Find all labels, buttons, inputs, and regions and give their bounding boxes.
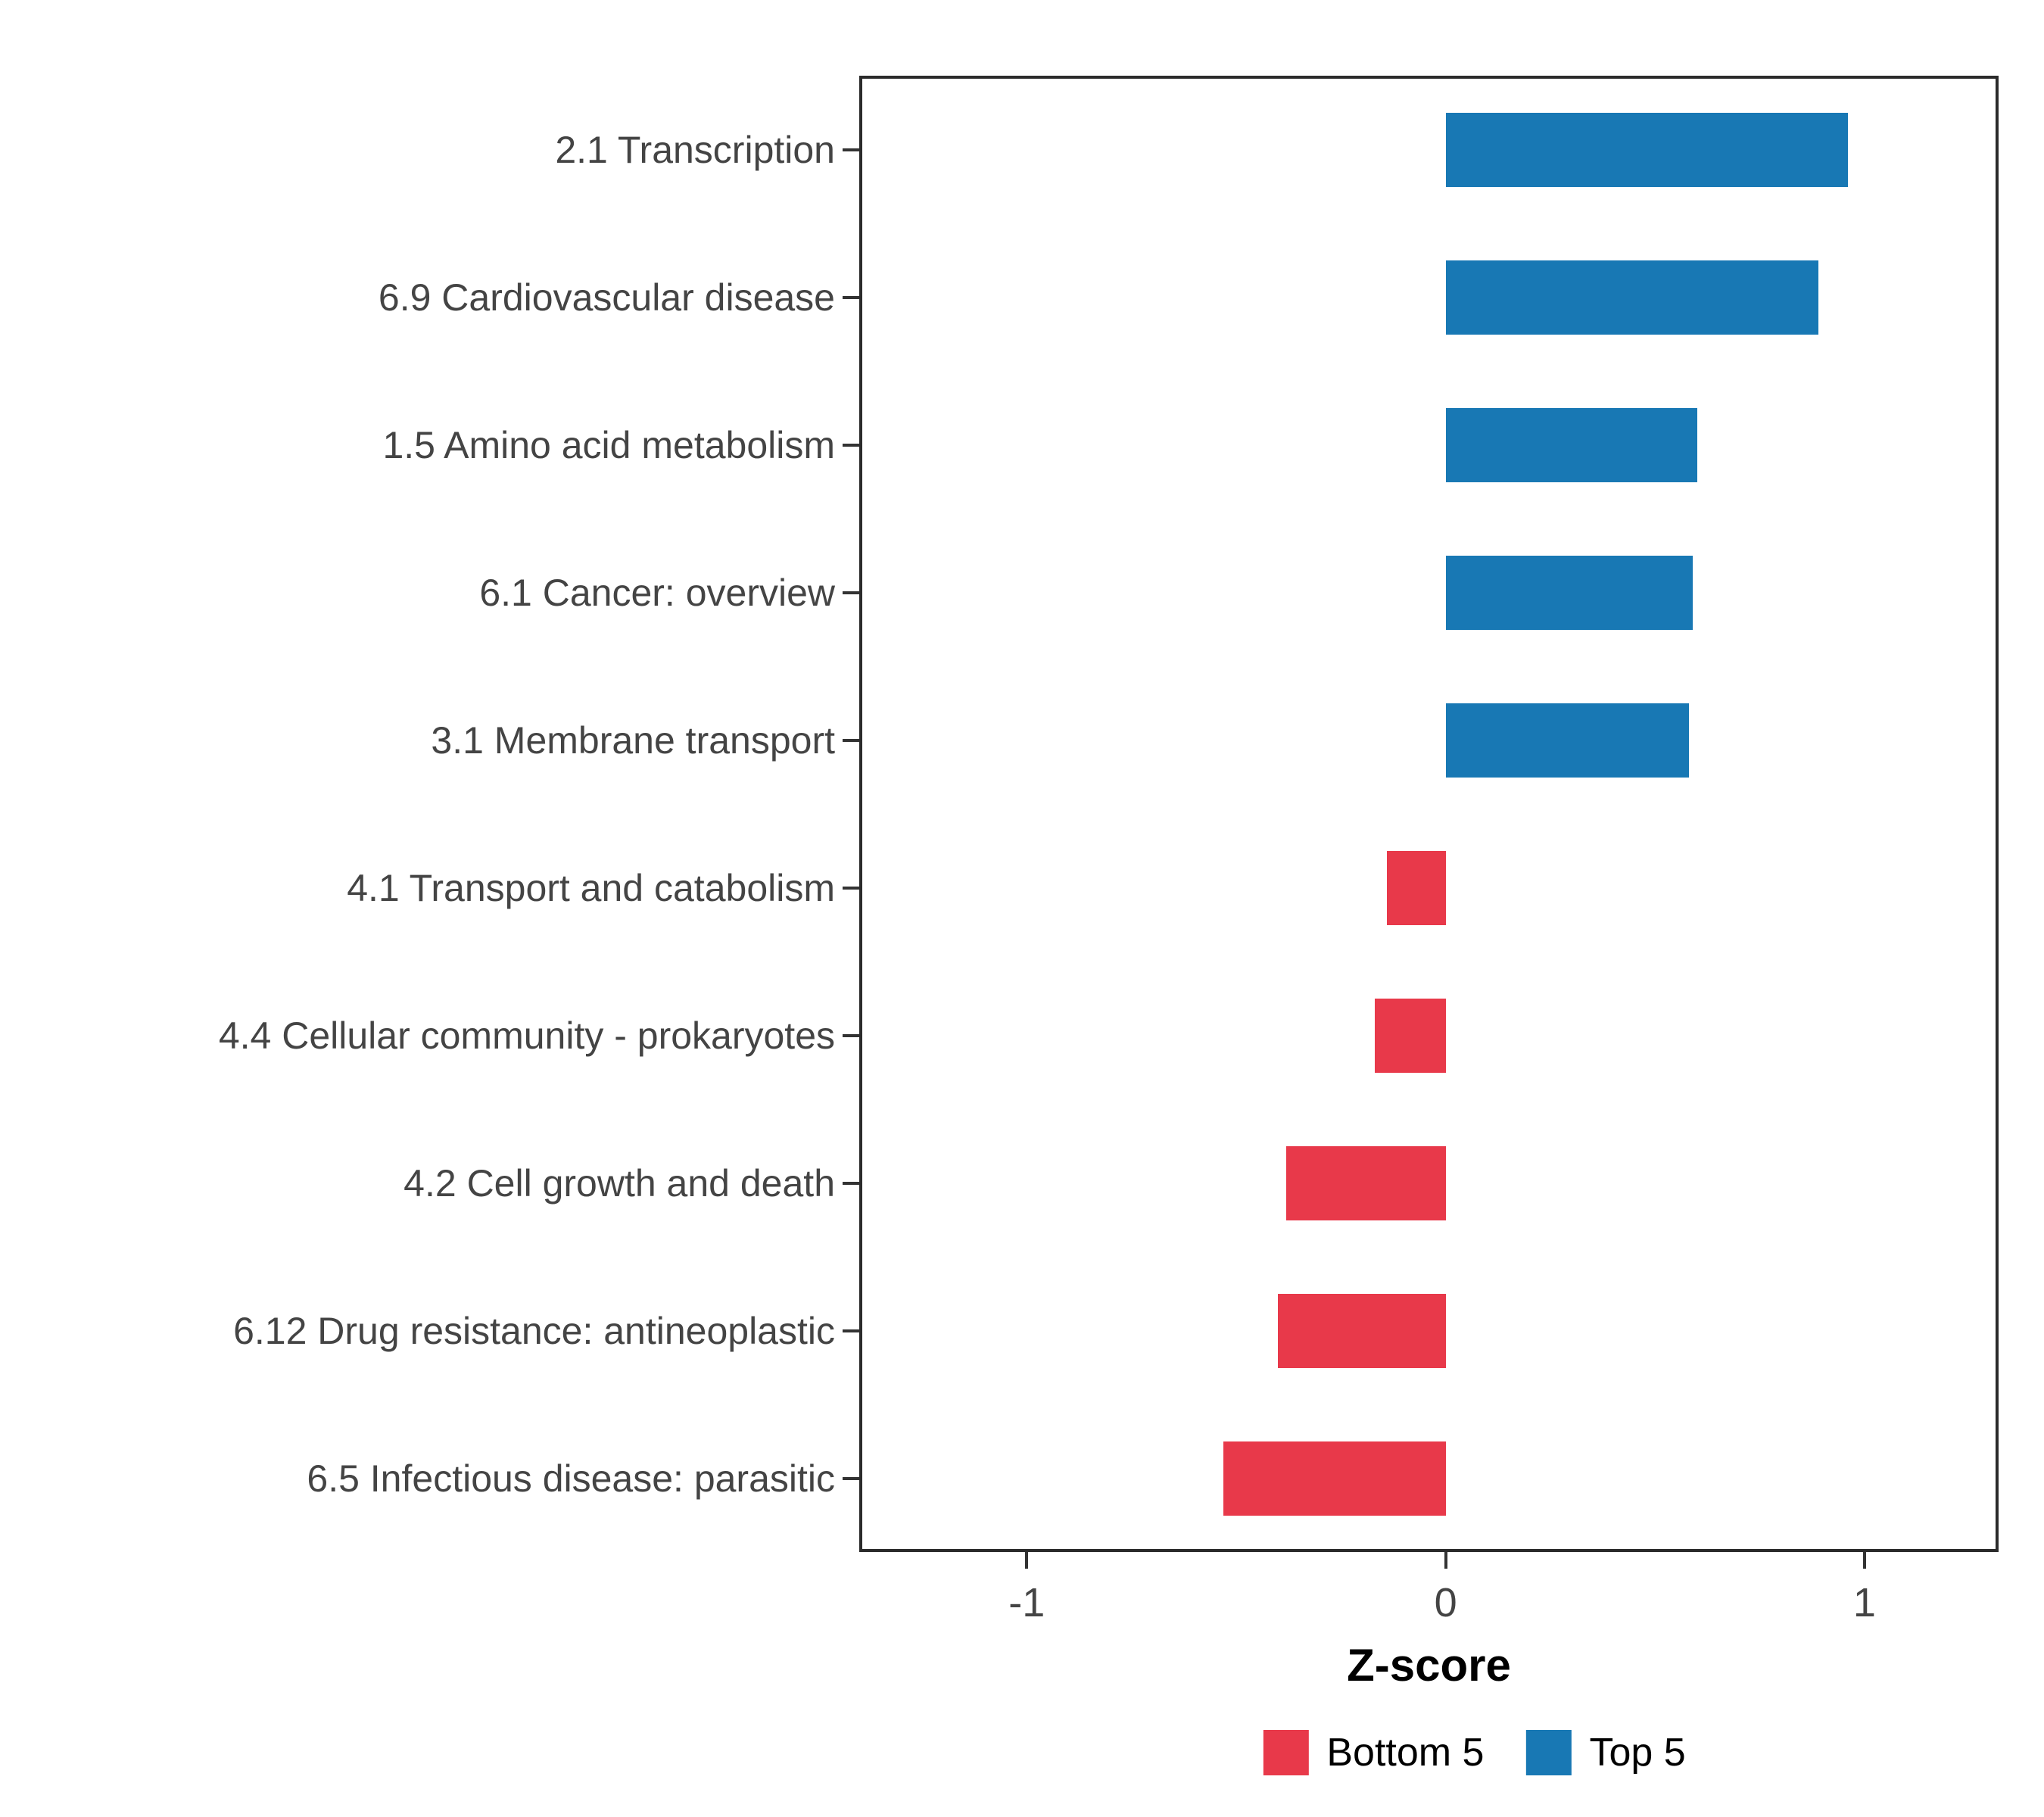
y-tick-8	[843, 1181, 859, 1185]
y-tick-9	[843, 1329, 859, 1332]
y-axis-label-6: 4.1 Transport and catabolism	[347, 866, 835, 909]
y-tick-4	[843, 591, 859, 594]
legend-swatch-bottom5-icon	[1263, 1730, 1309, 1775]
y-tick-1	[843, 148, 859, 151]
y-axis-label-7: 4.4 Cellular community - prokaryotes	[218, 1014, 835, 1057]
bar-4	[1445, 555, 1693, 630]
bar-8	[1286, 1145, 1446, 1220]
bar-10	[1223, 1441, 1446, 1516]
bar-2	[1445, 260, 1819, 335]
plot-panel	[859, 76, 1999, 1552]
y-axis-label-8: 4.2 Cell growth and death	[404, 1161, 835, 1205]
y-axis-label-4: 6.1 Cancer: overview	[479, 571, 835, 614]
y-tick-3	[843, 443, 859, 447]
y-axis-label-9: 6.12 Drug resistance: antineoplastic	[233, 1309, 835, 1352]
bar-6	[1387, 850, 1446, 925]
legend-item-bottom5: Bottom 5	[1263, 1730, 1484, 1775]
legend-item-top5: Top 5	[1525, 1730, 1686, 1775]
x-tick-label-1: -1	[1008, 1580, 1045, 1625]
bar-9	[1278, 1293, 1446, 1368]
bar-5	[1445, 703, 1689, 778]
x-tick-2	[1444, 1552, 1447, 1569]
y-axis-label-10: 6.5 Infectious disease: parasitic	[307, 1457, 835, 1500]
bar-1	[1445, 112, 1848, 187]
legend-swatch-top5-icon	[1525, 1730, 1572, 1775]
y-axis-label-3: 1.5 Amino acid metabolism	[382, 423, 835, 466]
x-axis-title: Z-score	[1347, 1640, 1511, 1691]
x-tick-3	[1862, 1552, 1866, 1569]
bar-3	[1445, 407, 1697, 482]
legend-label-top5: Top 5	[1589, 1731, 1686, 1775]
legend: Bottom 5 Top 5	[1263, 1730, 1686, 1775]
bar-7	[1374, 998, 1446, 1073]
y-axis-label-5: 3.1 Membrane transport	[431, 718, 835, 762]
y-tick-6	[843, 886, 859, 890]
y-tick-10	[843, 1476, 859, 1480]
x-tick-label-2: 0	[1434, 1580, 1457, 1625]
y-axis-label-1: 2.1 Transcription	[555, 128, 835, 171]
y-axis-label-2: 6.9 Cardiovascular disease	[378, 276, 835, 319]
x-tick-1	[1025, 1552, 1029, 1569]
y-tick-7	[843, 1033, 859, 1037]
legend-label-bottom5: Bottom 5	[1326, 1731, 1485, 1775]
y-tick-5	[843, 738, 859, 742]
x-tick-label-3: 1	[1852, 1580, 1876, 1625]
y-tick-2	[843, 295, 859, 299]
